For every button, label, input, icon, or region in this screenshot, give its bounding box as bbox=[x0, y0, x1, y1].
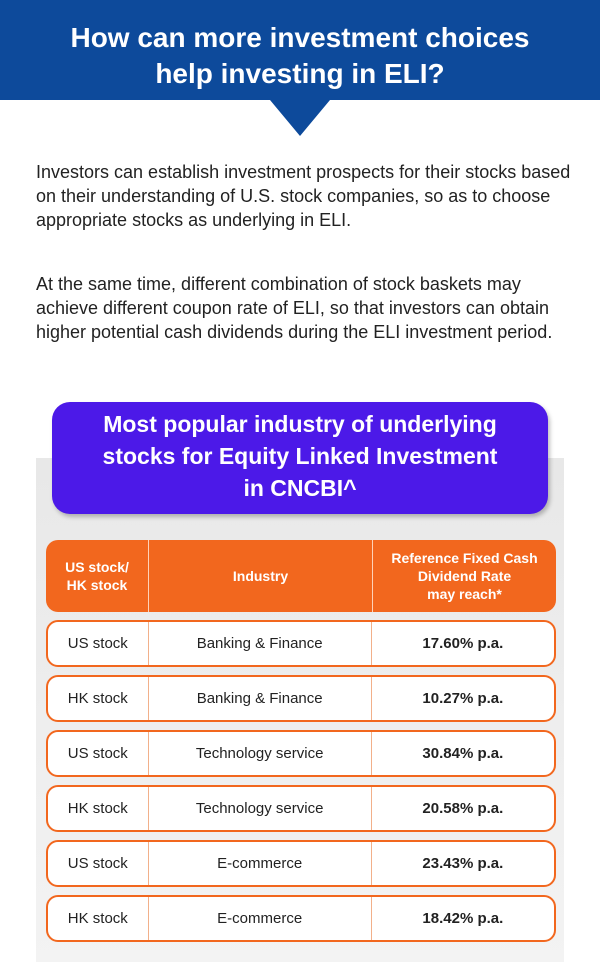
header-rate-line-2: Dividend Rate bbox=[417, 568, 512, 584]
table-title-line-3: in CNCBI^ bbox=[243, 475, 357, 501]
cell-market: US stock bbox=[67, 635, 128, 652]
cell-market: HK stock bbox=[67, 690, 128, 707]
table-title-box: Most popular industry of underlying stoc… bbox=[52, 402, 548, 514]
intro-paragraph-2: At the same time, different combination … bbox=[36, 274, 553, 342]
header-market: US stock/HK stock bbox=[46, 540, 148, 612]
table-body: US stock Banking & Finance 17.60% p.a. H… bbox=[46, 620, 556, 950]
table-row: HK stock E-commerce 18.42% p.a. bbox=[46, 895, 556, 942]
cell-industry: E-commerce bbox=[147, 842, 371, 885]
header-rate: Reference Fixed Cash Dividend Rate may rea… bbox=[372, 540, 556, 612]
cell-industry: Banking & Finance bbox=[147, 677, 371, 720]
cell-market: US stock bbox=[67, 745, 128, 762]
intro-paragraph-1: Investors can establish investment prosp… bbox=[36, 162, 571, 230]
page-title-line-2: help investing in ELI? bbox=[155, 58, 445, 89]
header-industry: Industry bbox=[148, 540, 372, 612]
table-title-line-1: Most popular industry of underlying bbox=[103, 411, 497, 437]
header-market-line-2: HK stock bbox=[66, 577, 128, 593]
cell-rate: 23.43% p.a. bbox=[370, 842, 554, 885]
table-row: US stock Banking & Finance 17.60% p.a. bbox=[46, 620, 556, 667]
cell-rate: 17.60% p.a. bbox=[370, 622, 554, 665]
table-row: US stock E-commerce 23.43% p.a. bbox=[46, 840, 556, 887]
table-title-line-2: stocks for Equity Linked Investment bbox=[102, 443, 498, 469]
cell-industry: E-commerce bbox=[147, 897, 371, 940]
table-header: US stock/HK stock Industry Reference Fix… bbox=[46, 540, 556, 612]
cell-market: US stock bbox=[67, 855, 128, 872]
cell-rate: 10.27% p.a. bbox=[370, 677, 554, 720]
header-rate-line-3: may reach* bbox=[427, 586, 502, 602]
cell-industry: Banking & Finance bbox=[147, 622, 371, 665]
header-rate-line-1: Reference Fixed Cash bbox=[391, 550, 538, 566]
cell-market: HK stock bbox=[67, 800, 128, 817]
cell-industry: Technology service bbox=[147, 787, 371, 830]
table-row: HK stock Technology service 20.58% p.a. bbox=[46, 785, 556, 832]
table-row: US stock Technology service 30.84% p.a. bbox=[46, 730, 556, 777]
cell-market: HK stock bbox=[67, 910, 128, 927]
table-row: HK stock Banking & Finance 10.27% p.a. bbox=[46, 675, 556, 722]
cell-rate: 30.84% p.a. bbox=[370, 732, 554, 775]
page-title-line-1: How can more investment choices bbox=[70, 22, 530, 53]
cell-industry: Technology service bbox=[147, 732, 371, 775]
table-title: Most popular industry of underlying stoc… bbox=[52, 408, 548, 504]
page-title: How can more investment choices help inv… bbox=[0, 20, 600, 92]
cell-rate: 20.58% p.a. bbox=[370, 787, 554, 830]
header-market-line-1: US stock/ bbox=[65, 559, 129, 575]
cell-rate: 18.42% p.a. bbox=[370, 897, 554, 940]
